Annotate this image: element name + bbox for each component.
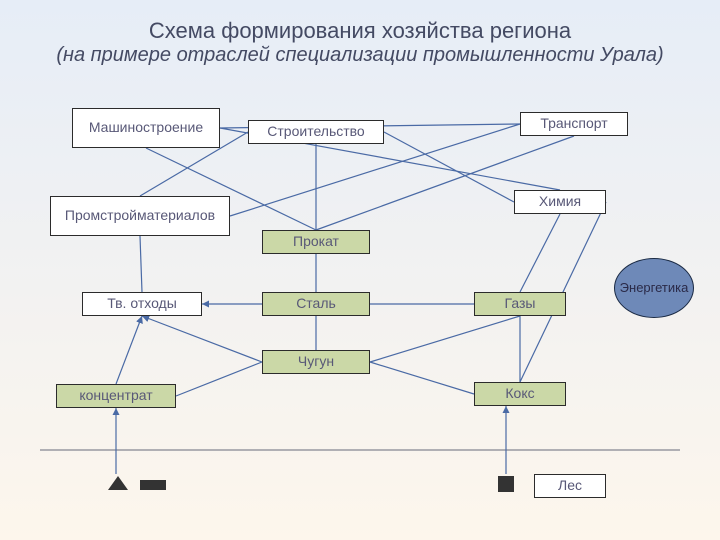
rect-marker-2: [498, 476, 514, 492]
node-koks: Кокс: [474, 382, 566, 406]
node-prokat: Прокат: [262, 230, 370, 254]
node-tvothody: Тв. отходы: [82, 292, 202, 316]
ellipse-energetika: Энергетика: [614, 258, 694, 318]
node-chugun: Чугун: [262, 350, 370, 374]
rect-marker-1: [140, 480, 166, 490]
diagram-canvas: { "background": { "gradient_top": "#e6ed…: [0, 0, 720, 540]
node-khimiya: Химия: [514, 190, 606, 214]
node-koncentrat: концентрат: [56, 384, 176, 408]
title-line1: Схема формирования хозяйства региона: [0, 18, 720, 44]
node-stroit: Строительство: [248, 120, 384, 144]
triangle-marker: [108, 476, 128, 490]
title-line2: (на примере отраслей специализации промы…: [0, 44, 720, 67]
node-gazy: Газы: [474, 292, 566, 316]
node-promstroy: Промстройматериалов: [50, 196, 230, 236]
edges-layer: [0, 0, 720, 540]
node-mashino: Машиностроение: [72, 108, 220, 148]
node-les: Лес: [534, 474, 606, 498]
node-transport: Транспорт: [520, 112, 628, 136]
node-stal: Сталь: [262, 292, 370, 316]
